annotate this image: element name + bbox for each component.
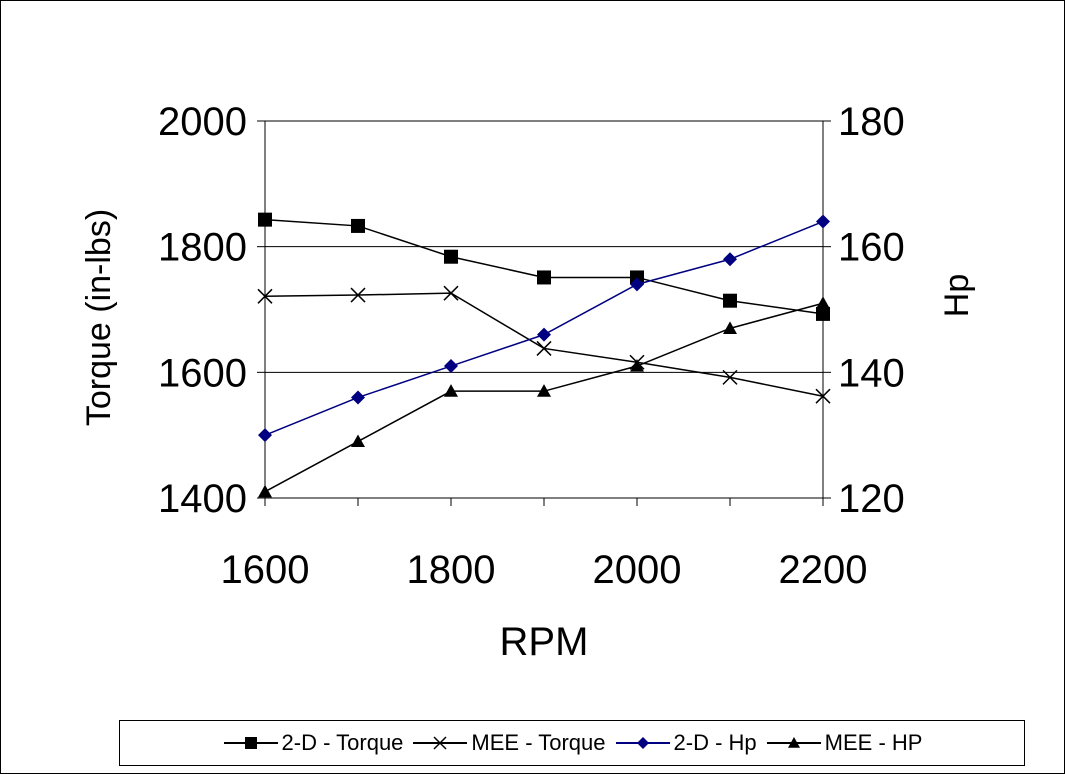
- data-point: [536, 340, 552, 356]
- x-tick-label: 2000: [593, 548, 682, 592]
- legend-swatch-marker: [433, 736, 447, 750]
- data-point: [258, 212, 272, 227]
- left-tick-label: 2000: [158, 100, 247, 144]
- data-point: [351, 390, 365, 405]
- x-tick-label: 1600: [221, 548, 310, 592]
- data-point: [351, 218, 365, 233]
- right-tick-label: 140: [838, 351, 905, 395]
- data-point: [816, 306, 830, 321]
- data-point: [723, 252, 737, 267]
- data-point: [722, 369, 738, 385]
- data-point: [630, 277, 644, 292]
- series-mee-torque: [257, 285, 831, 404]
- series: [257, 212, 831, 498]
- data-point: [816, 214, 830, 229]
- x-marker-stroke: [536, 340, 552, 356]
- data-point: [723, 293, 737, 308]
- legend-swatch-marker: [244, 737, 257, 749]
- data-point: [815, 388, 831, 404]
- left-tick-label: 1800: [158, 226, 247, 270]
- right-tick-label: 180: [838, 100, 905, 144]
- right-tick-label: 160: [838, 226, 905, 270]
- left-tick-label: 1600: [158, 351, 247, 395]
- series-2-d-torque: [258, 212, 830, 321]
- gridlines: [265, 120, 823, 499]
- data-point: [258, 484, 272, 498]
- data-point: [723, 321, 737, 334]
- legend-item: MEE - HP: [765, 730, 923, 756]
- legend-swatch: [413, 736, 468, 750]
- y-axis-left-title: Torque (in-lbs): [80, 209, 118, 426]
- legend-item: 2-D - Torque: [222, 730, 404, 756]
- data-point: [630, 359, 644, 372]
- data-point: [537, 270, 551, 285]
- data-point: [258, 428, 272, 443]
- legend-swatch: [615, 737, 670, 749]
- left-tick-label: 1400: [158, 477, 247, 521]
- legend-swatch-marker: [787, 737, 800, 748]
- data-point: [257, 288, 273, 304]
- x-marker-stroke: [815, 388, 831, 404]
- y-axis-right-title: Hp: [938, 274, 976, 317]
- series-2-d-hp: [258, 214, 830, 443]
- legend-swatch: [223, 737, 278, 749]
- data-point: [350, 287, 366, 303]
- series-mee-hp: [258, 296, 830, 498]
- data-point: [537, 327, 551, 342]
- x-axis-title: RPM: [500, 620, 589, 664]
- x-tick-label: 2200: [779, 548, 868, 592]
- x-marker-stroke: [350, 287, 366, 303]
- legend-label: 2-D - Torque: [281, 730, 404, 755]
- legend-label: 2-D - Hp: [673, 730, 757, 755]
- x-marker-stroke: [443, 285, 459, 301]
- data-point: [444, 249, 458, 264]
- x-marker-stroke: [433, 736, 447, 750]
- data-point: [444, 359, 458, 374]
- right-tick-label: 120: [838, 477, 905, 521]
- legend-label: MEE - Torque: [471, 730, 606, 755]
- data-point: [443, 285, 459, 301]
- legend: 2-D - Torque MEE - Torque 2-D - Hp MEE - HP: [119, 720, 1025, 766]
- axes: [257, 120, 831, 506]
- data-point: [816, 296, 830, 309]
- legend-item: 2-D - Hp: [614, 730, 757, 756]
- series-line: [264, 292, 824, 397]
- legend-item: MEE - Torque: [411, 730, 606, 756]
- series-line: [264, 218, 824, 315]
- legend-swatch: [766, 737, 821, 748]
- data-point: [444, 384, 458, 397]
- data-point: [351, 434, 365, 448]
- legend-swatch-marker: [636, 737, 649, 749]
- x-marker-stroke: [257, 288, 273, 304]
- data-point: [537, 384, 551, 397]
- axis-labels: 1400 1600 1800 2000 120 140 160 180 1600 1800 2000…: [80, 100, 976, 664]
- x-marker-stroke: [722, 369, 738, 385]
- legend-label: MEE - HP: [824, 730, 923, 755]
- x-tick-label: 1800: [407, 548, 496, 592]
